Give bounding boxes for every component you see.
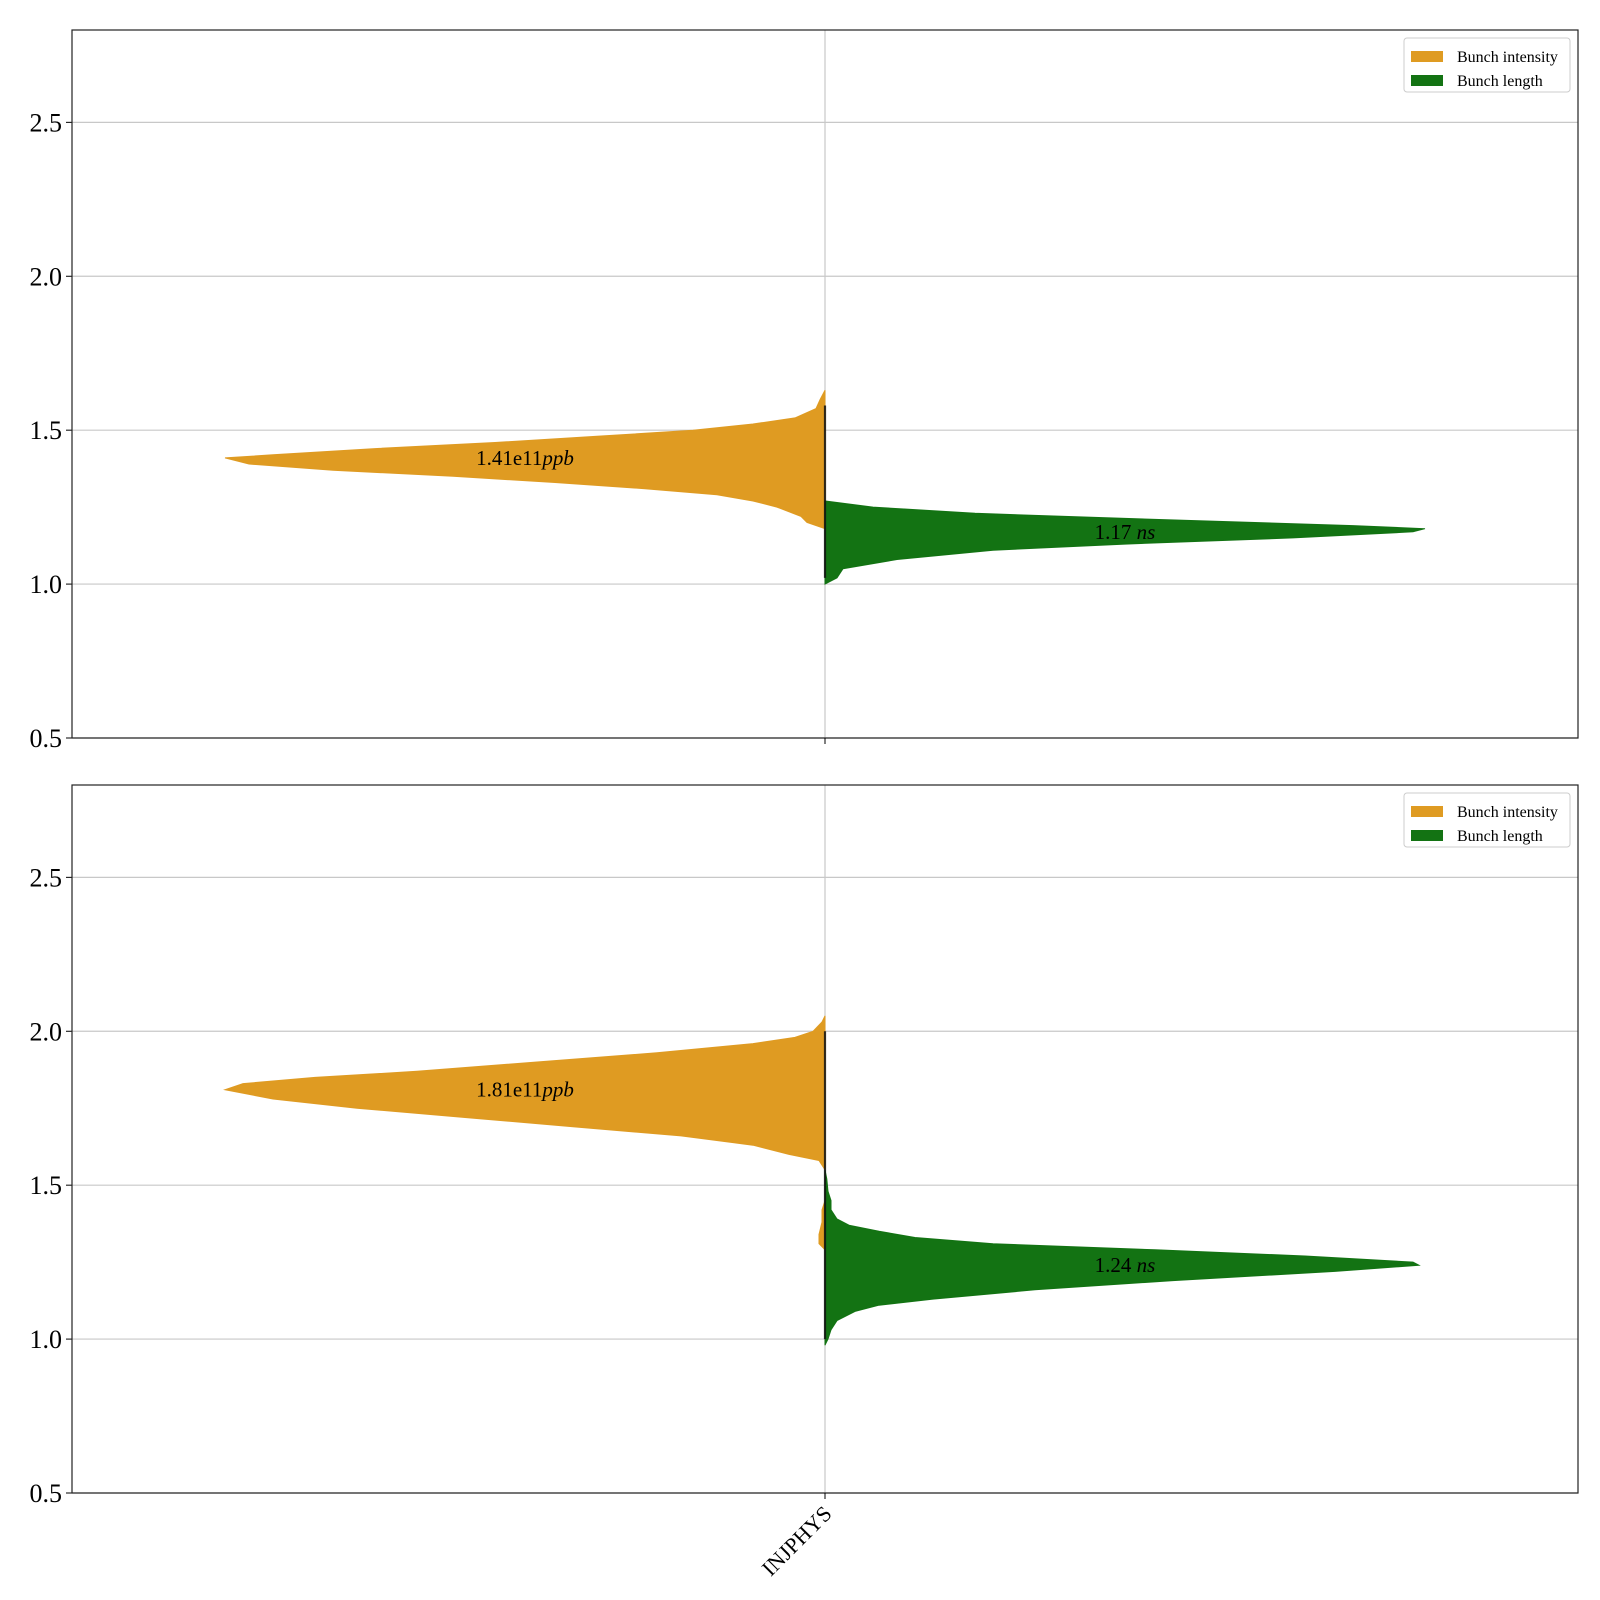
legend-box xyxy=(1403,37,1571,93)
legend-box xyxy=(1403,792,1571,848)
legend-swatch-length xyxy=(1411,830,1443,841)
y-tick-label: 0.5 xyxy=(30,724,63,753)
annotation-length: 1.17 ns xyxy=(1095,520,1156,544)
y-tick-label: 1.0 xyxy=(30,1325,63,1354)
annotation-value: 1.24 xyxy=(1095,1253,1137,1277)
violin-intensity-bottom xyxy=(223,1015,826,1252)
annotation-unit: ppb xyxy=(540,1078,574,1102)
legend-swatch-intensity xyxy=(1411,51,1443,62)
y-tick-label: 1.5 xyxy=(30,416,63,445)
panel-bottom: 0.5 1.0 1.5 2.0 2.5 1.81e11ppb 1.24 ns Bunch in… xyxy=(30,784,1579,1508)
legend-swatch-intensity xyxy=(1411,806,1443,817)
annotation-unit: ppb xyxy=(540,446,574,470)
annotation-value: 1.17 xyxy=(1095,520,1137,544)
panel-top: 0.5 1.0 1.5 2.0 2.5 1.41e11ppb 1.17 ns Bunch in… xyxy=(30,29,1579,753)
annotation-value: 1.81e11 xyxy=(476,1078,542,1102)
legend: Bunch intensity Bunch length xyxy=(1403,37,1571,93)
legend-label-length: Bunch length xyxy=(1457,828,1543,845)
violin-length-bottom xyxy=(824,1169,1421,1346)
annotation-unit: ns xyxy=(1137,520,1156,544)
legend-label-intensity: Bunch intensity xyxy=(1457,49,1558,66)
y-tick-label: 0.5 xyxy=(30,1479,63,1508)
annotation-value: 1.41e11 xyxy=(476,446,542,470)
legend-label-length: Bunch length xyxy=(1457,73,1543,90)
y-tick-label: 2.0 xyxy=(30,1017,63,1046)
legend: Bunch intensity Bunch length xyxy=(1403,792,1571,848)
violin-intensity-top xyxy=(224,389,826,530)
annotation-unit: ns xyxy=(1137,1253,1156,1277)
y-tick-label: 2.5 xyxy=(30,108,63,137)
y-tick-label: 2.0 xyxy=(30,262,63,291)
annotation-intensity: 1.41e11ppb xyxy=(476,446,574,470)
annotation-length: 1.24 ns xyxy=(1095,1253,1156,1277)
x-tick-label: INJPHYS xyxy=(757,1501,837,1581)
legend-swatch-length xyxy=(1411,75,1443,86)
violin-length-top xyxy=(824,500,1426,585)
annotation-intensity: 1.81e11ppb xyxy=(476,1078,574,1102)
y-tick-label: 2.5 xyxy=(30,863,63,892)
y-tick-label: 1.5 xyxy=(30,1171,63,1200)
legend-label-intensity: Bunch intensity xyxy=(1457,804,1558,821)
y-tick-label: 1.0 xyxy=(30,570,63,599)
